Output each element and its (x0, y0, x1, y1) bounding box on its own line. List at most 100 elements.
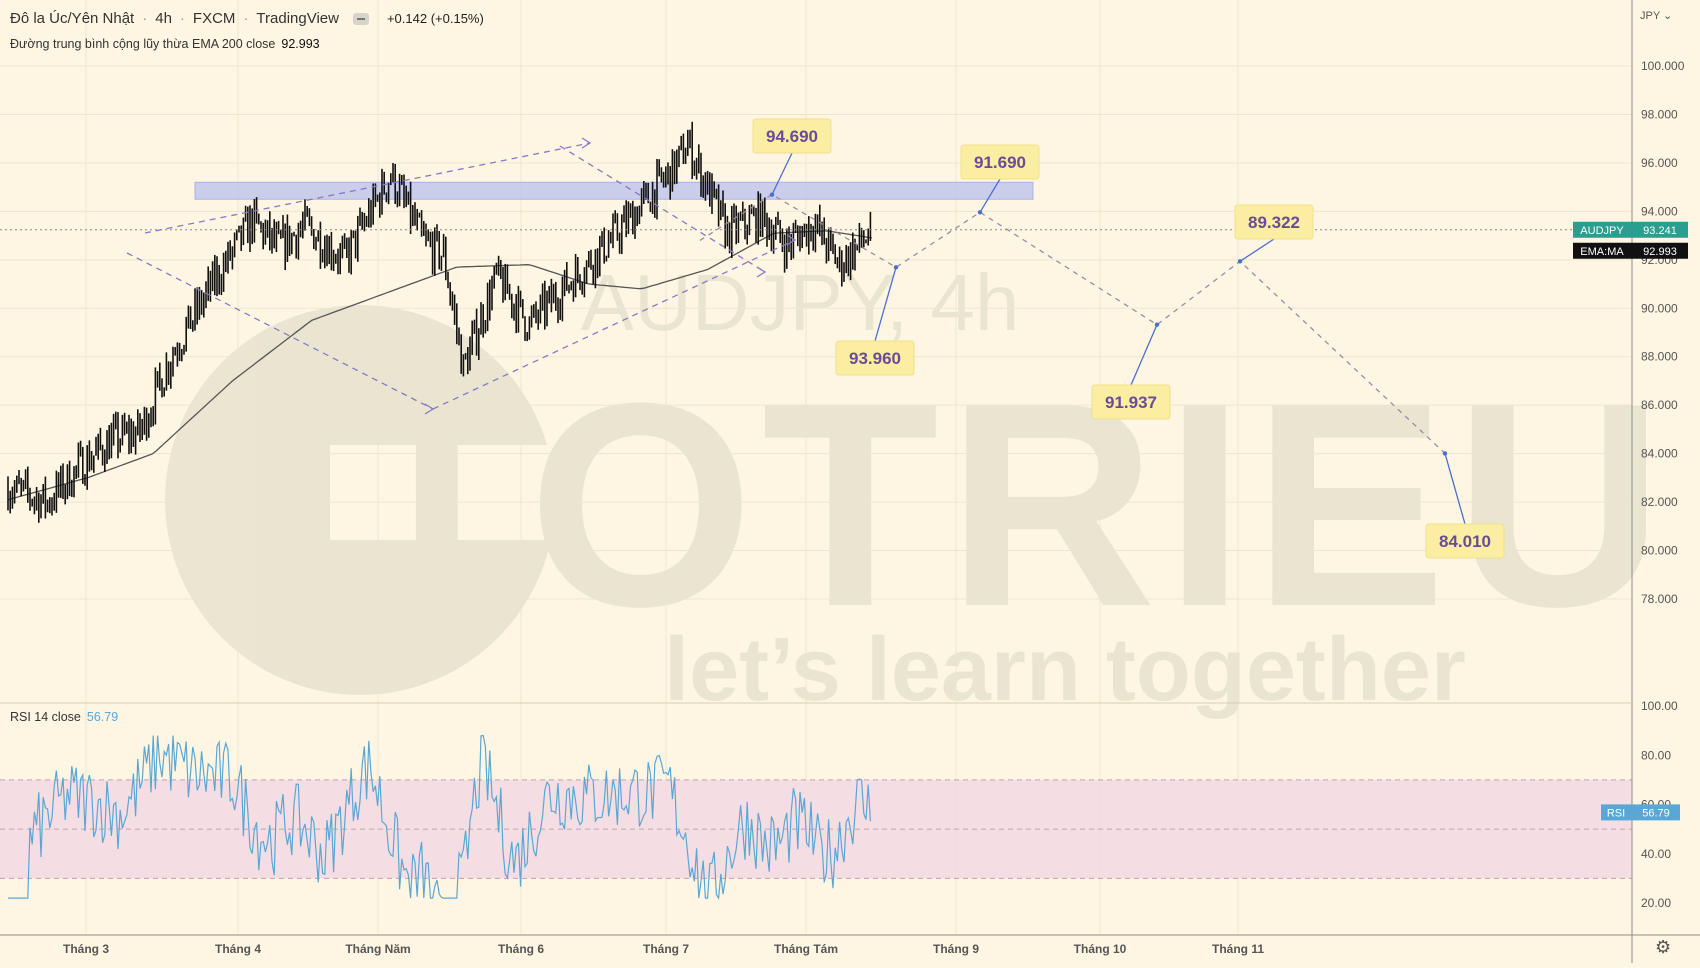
rsi-tick-label: 100.00 (1641, 699, 1678, 713)
rsi-badge-label-bg (1601, 804, 1632, 821)
target-label: 93.960 (849, 349, 901, 368)
pattern-line[interactable] (432, 239, 796, 410)
price-change: +0.142 (+0.15%) (386, 11, 484, 26)
target-label-box[interactable] (1425, 523, 1505, 559)
legend-separator: · (142, 10, 148, 27)
resistance-zone[interactable] (194, 181, 1034, 200)
target-label-box[interactable] (960, 144, 1040, 180)
pattern-line[interactable] (559, 145, 766, 273)
time-tick-label: Tháng 11 (1212, 942, 1264, 956)
arrowhead (581, 137, 592, 149)
symbol-name[interactable]: Đô la Úc/Yên Nhật (10, 10, 135, 27)
time-tick-label: Tháng 7 (643, 942, 689, 956)
watermark-tagline: let’s learn together (664, 620, 1466, 720)
target-label-box[interactable] (1091, 384, 1171, 420)
price-badge-value: 93.241 (1643, 225, 1677, 237)
collapse-legend-icon[interactable] (352, 12, 369, 25)
legend-separator: · (179, 10, 185, 27)
price-tick-label: 98.000 (1641, 107, 1678, 121)
rsi-badge-value-bg (1632, 804, 1680, 821)
rsi-line (8, 734, 871, 900)
target-labels[interactable]: 94.690 93.960 91.690 91.937 89.322 84.010 (752, 118, 1505, 559)
target-label: 89.322 (1248, 213, 1300, 232)
time-tick-label: Tháng 10 (1074, 942, 1127, 956)
time-tick-label: Tháng Năm (345, 942, 410, 956)
ema-path (7, 230, 873, 501)
rsi-path (8, 734, 871, 900)
gear-icon[interactable]: ⚙ (1655, 937, 1672, 957)
currency-label: JPY (1640, 10, 1660, 22)
currency-selector[interactable]: JPY ⌄ (1640, 9, 1672, 22)
target-leader-line (979, 178, 1001, 213)
price-tick-label: 78.000 (1641, 592, 1678, 606)
price-badge-label: EMA:MA (1580, 246, 1624, 258)
ema-legend-label: Đường trung bình cộng lũy thừa EMA 200 c… (10, 37, 276, 51)
price-tick-label: 96.000 (1641, 156, 1678, 170)
chevron-down-icon: ⌄ (1659, 10, 1673, 22)
price-badges: AUDJPY 93.241 EMA:MA 92.993 RSI 56.79 (1573, 221, 1688, 821)
interval[interactable]: 4h (155, 10, 172, 27)
price-tick-label: 86.000 (1641, 398, 1678, 412)
price-tick-label: 88.000 (1641, 350, 1678, 364)
rsi-legend[interactable]: RSI 14 close 56.79 (10, 710, 118, 724)
price-tick-label: 90.000 (1641, 301, 1678, 315)
target-label-box[interactable] (1234, 204, 1314, 240)
arrowhead (786, 234, 797, 246)
time-tick-label: Tháng 4 (215, 942, 261, 956)
projection-point (893, 265, 899, 270)
price-tick-label: 94.000 (1641, 204, 1678, 218)
rsi-tick-label: 20.00 (1641, 896, 1671, 910)
target-label-box[interactable] (835, 340, 915, 376)
pattern-lines[interactable] (126, 137, 797, 415)
price-badge-label-bg (1573, 242, 1632, 259)
watermark-brand: TOTRIEU (348, 343, 1671, 667)
watermark-overlay: AUDJPY, 4h (581, 258, 1020, 347)
target-leader-line (771, 152, 793, 195)
resistance-zone-rect[interactable] (194, 181, 1034, 200)
price-badge-value-bg (1632, 242, 1688, 259)
time-tick-label: Tháng Tám (774, 942, 838, 956)
pattern-line[interactable] (126, 252, 434, 410)
target-label: 94.690 (766, 127, 818, 146)
price-badge-label-bg (1573, 221, 1632, 238)
rsi-badge-label: RSI (1607, 807, 1625, 819)
time-tick-label: Tháng 6 (498, 942, 544, 956)
price-badge-label: AUDJPY (1580, 225, 1624, 237)
target-leader-line (1130, 324, 1158, 386)
price-tick-label: 82.000 (1641, 495, 1678, 509)
source: TradingView (256, 10, 339, 27)
target-label-box[interactable] (752, 118, 832, 154)
rsi-badge-value: 56.79 (1642, 807, 1670, 819)
exchange: FXCM (192, 10, 236, 27)
watermark: TOTRIEU let’s learn together AUDJPY, 4h (165, 258, 1671, 720)
target-label: 91.690 (974, 153, 1026, 172)
price-tick-label: 80.000 (1641, 544, 1678, 558)
rsi-legend-label: RSI 14 close (10, 710, 81, 724)
rsi-tick-label: 40.00 (1641, 847, 1671, 861)
ema-line (7, 230, 873, 501)
target-leader-line (1239, 238, 1275, 262)
price-badge-value-bg (1632, 221, 1688, 238)
ema-legend[interactable]: Đường trung bình cộng lũy thừa EMA 200 c… (10, 37, 320, 51)
grid-lines (0, 0, 1632, 935)
price-tick-label: 100.000 (1641, 59, 1685, 73)
ema-legend-value: 92.993 (281, 37, 320, 51)
target-leader-line (874, 267, 897, 342)
arrowhead (424, 403, 435, 415)
rsi-legend-value: 56.79 (86, 710, 119, 724)
price-badge-value: 92.993 (1643, 246, 1677, 258)
time-tick-label: Tháng 3 (63, 942, 109, 956)
rsi-tick-label: 80.00 (1641, 748, 1671, 762)
legend-separator: · (243, 10, 249, 27)
arrowhead (756, 266, 767, 278)
target-label: 84.010 (1439, 532, 1491, 551)
symbol-legend: Đô la Úc/Yên Nhật · 4h · FXCM · TradingV… (10, 10, 484, 27)
price-tick-label: 84.000 (1641, 447, 1678, 461)
target-label: 91.937 (1105, 393, 1157, 412)
pattern-line[interactable] (144, 142, 591, 234)
time-tick-label: Tháng 9 (933, 942, 979, 956)
target-leader-line (1444, 453, 1466, 525)
